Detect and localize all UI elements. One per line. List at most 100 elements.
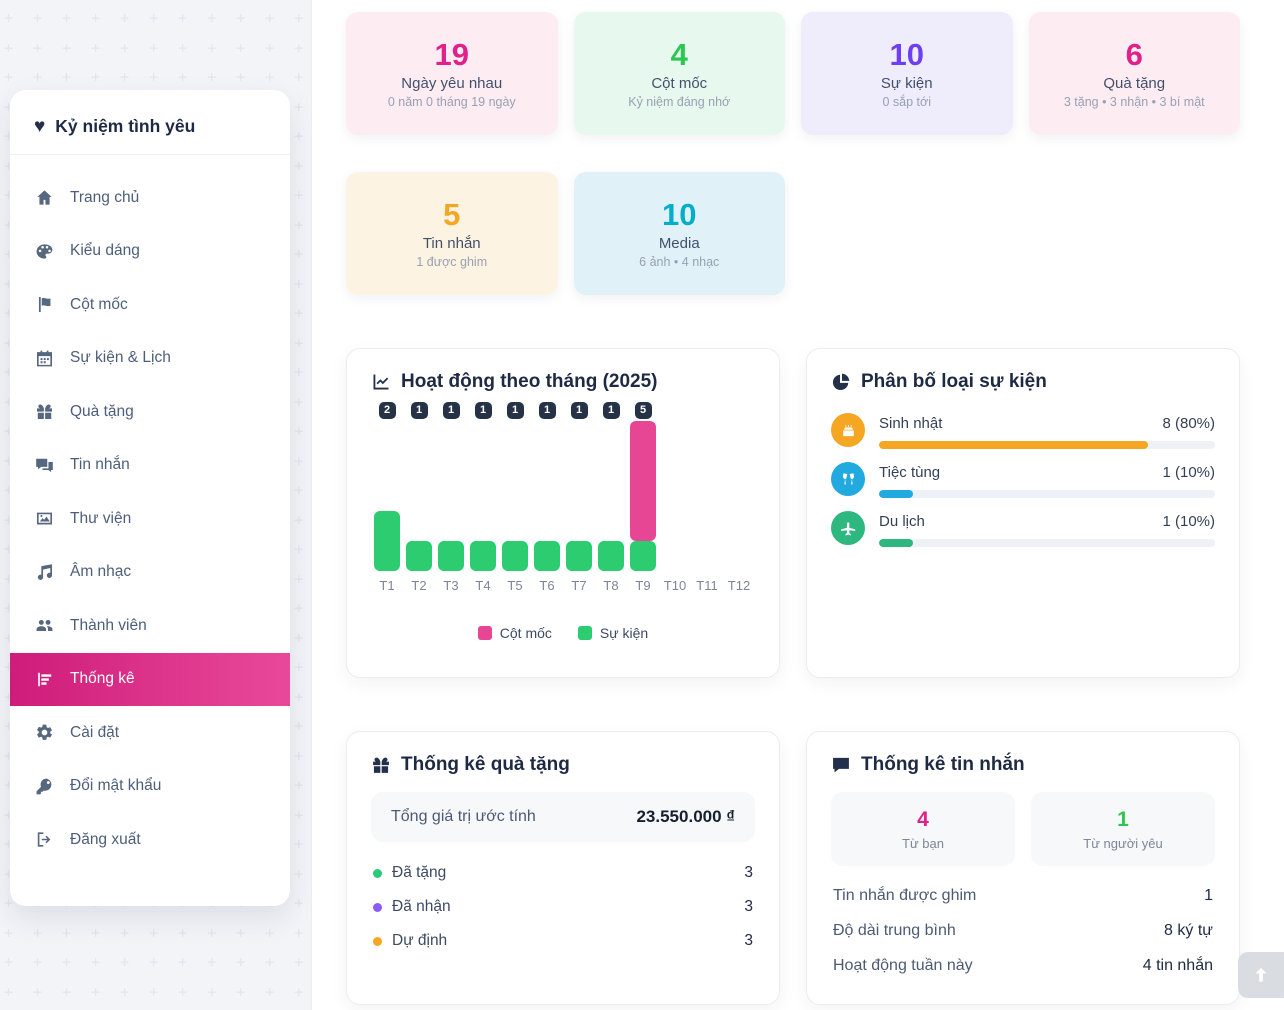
gift-stats-panel: Thống kê quà tặng Tổng giá trị ước tính … <box>346 731 780 1005</box>
bar-total-badge: 1 <box>474 401 492 419</box>
bar-slot-T10: T10 <box>659 399 691 593</box>
event-type-label: Du lịch <box>879 513 925 530</box>
sidebar-item-thu-vien[interactable]: Thư viện <box>10 492 290 546</box>
message-detail-rows: Tin nhắn được ghim 1 Độ dài trung bình 8… <box>831 878 1215 983</box>
purple-dot <box>373 902 382 912</box>
sidebar-item-kieu-dang[interactable]: Kiểu dáng <box>10 225 290 279</box>
legend-label: Cột mốc <box>499 625 552 641</box>
gift-items: Đã tặng 3 Đã nhận 3 Dự định 3 <box>371 856 755 958</box>
cheers-icon <box>831 462 865 496</box>
legend-swatch <box>477 626 492 640</box>
home-icon <box>35 188 55 208</box>
stat-label: Sự kiện <box>880 75 933 93</box>
x-axis-label: T9 <box>635 578 651 593</box>
bar-total-badge: 1 <box>538 401 556 419</box>
stat-sub: 3 tặng • 3 nhận • 3 bí mật <box>1063 95 1205 110</box>
gift-item-received: Đã nhận 3 <box>371 890 755 924</box>
key-icon <box>35 776 55 796</box>
bar-slot-T7: 1 T7 <box>563 399 595 593</box>
calendar-icon <box>35 348 55 368</box>
chart-line-icon <box>373 374 389 390</box>
bar-total-badge: 1 <box>602 401 620 419</box>
sidebar-item-label: Kiểu dáng <box>70 242 140 260</box>
legend-item-event: Sự kiện <box>577 625 649 641</box>
bar-total-badge: 1 <box>506 401 524 419</box>
comments-icon <box>35 455 55 475</box>
stat-sub: 0 sắp tới <box>882 95 932 110</box>
sidebar-item-label: Quà tặng <box>70 402 134 420</box>
sidebar-item-doi-mat-khau[interactable]: Đổi mật khẩu <box>10 760 290 814</box>
legend-label: Sự kiện <box>599 625 649 641</box>
x-axis-label: T1 <box>379 578 395 593</box>
gift-item-value: 3 <box>744 864 753 881</box>
sidebar-item-thong-ke[interactable]: Thống kê <box>10 652 290 706</box>
bar-segment-event <box>470 541 496 571</box>
gift-total-label: Tổng giá trị ước tính <box>391 808 536 825</box>
event-type-value: 1 (10%) <box>1162 464 1215 481</box>
event-type-value: 8 (80%) <box>1162 415 1215 432</box>
stat-label: Quà tặng <box>1103 75 1166 93</box>
bar-slot-T2: 1 T2 <box>403 399 435 593</box>
gift-item-value: 3 <box>744 932 753 949</box>
progress-fill <box>879 441 1148 449</box>
sidebar-item-am-nhac[interactable]: Âm nhạc <box>10 546 290 600</box>
bar-total-badge: 1 <box>410 401 428 419</box>
bar-segment-event <box>374 511 400 571</box>
stat-sub: 6 ảnh • 4 nhạc <box>639 255 720 270</box>
orange-dot <box>373 936 382 946</box>
bar-segment-event <box>566 541 592 571</box>
legend-swatch <box>577 626 592 640</box>
bar-slot-T8: 1 T8 <box>595 399 627 593</box>
event-type-row-birthday: Sinh nhật 8 (80%) <box>831 413 1215 449</box>
sidebar-item-tin-nhan[interactable]: Tin nhắn <box>10 439 290 493</box>
messages-from-lover-card: 1 Từ người yêu <box>1031 792 1215 866</box>
sidebar-item-label: Sự kiện & Lịch <box>70 349 171 367</box>
sidebar-item-label: Âm nhạc <box>70 563 132 581</box>
stat-value: 19 <box>434 36 469 72</box>
bar-slot-T5: 1 T5 <box>499 399 531 593</box>
average-length-row: Độ dài trung bình 8 ký tự <box>833 921 1213 939</box>
monthly-activity-panel: Hoạt động theo tháng (2025) 2 T1 1 T2 1 T3 1 T4… <box>346 348 780 678</box>
stat-label: Ngày yêu nhau <box>401 75 503 93</box>
sidebar-item-cot-moc[interactable]: Cột mốc <box>10 278 290 332</box>
stat-card-days-in-love: 19 Ngày yêu nhau 0 năm 0 tháng 19 ngày <box>346 12 558 135</box>
stat-value: 5 <box>443 196 461 232</box>
stat-cards: 19 Ngày yêu nhau 0 năm 0 tháng 19 ngày 4… <box>346 12 1240 295</box>
sidebar-item-trang-chu[interactable]: Trang chủ <box>10 171 290 225</box>
sidebar-item-su-kien-lich[interactable]: Sự kiện & Lịch <box>10 332 290 386</box>
messages-from-you-card: 4 Từ bạn <box>831 792 1015 866</box>
chart-bar-icon <box>35 669 55 689</box>
stat-label: Tin nhắn <box>422 235 481 253</box>
sidebar-item-thanh-vien[interactable]: Thành viên <box>10 599 290 653</box>
sign-out-icon <box>35 830 55 850</box>
event-type-label: Sinh nhật <box>879 415 943 432</box>
sidebar-item-label: Đổi mật khẩu <box>70 777 162 795</box>
stat-value: 10 <box>889 36 924 72</box>
scroll-to-top-button[interactable] <box>1238 952 1284 998</box>
mini-card-label: Từ người yêu <box>1083 835 1163 851</box>
bar-slot-T11: T11 <box>691 399 723 593</box>
legend-item-milestone: Cột mốc <box>477 625 552 641</box>
stat-card-gifts: 6 Quà tặng 3 tặng • 3 nhận • 3 bí mật <box>1028 12 1240 135</box>
sidebar-item-label: Đăng xuất <box>70 830 141 848</box>
pinned-messages-row: Tin nhắn được ghim 1 <box>833 886 1213 904</box>
sidebar-item-qua-tang[interactable]: Quà tặng <box>10 385 290 439</box>
gift-total-value: 23.550.000 ₫ <box>636 807 735 826</box>
gift-icon <box>35 402 55 422</box>
stat-sub: 1 được ghim <box>416 255 488 270</box>
images-icon <box>35 509 55 529</box>
message-mini-cards: 4 Từ bạn 1 Từ người yêu <box>831 792 1215 866</box>
x-axis-label: T2 <box>411 578 427 593</box>
gift-total-row: Tổng giá trị ước tính 23.550.000 ₫ <box>371 792 755 842</box>
gift-item-label: Dự định <box>392 932 448 949</box>
gift-item-value: 3 <box>744 898 753 915</box>
sidebar-item-dang-xuat[interactable]: Đăng xuất <box>10 813 290 867</box>
sidebar-nav: Trang chủ Kiểu dáng Cột mốc Sự kiện & Lị… <box>10 155 290 867</box>
stat-card-milestones: 4 Cột mốc Kỷ niệm đáng nhớ <box>573 12 785 135</box>
sidebar-item-cai-dat[interactable]: Cài đặt <box>10 706 290 760</box>
bar-slot-T9: 5 T9 <box>627 399 659 593</box>
sidebar-item-label: Cột mốc <box>70 295 128 313</box>
x-axis-label: T3 <box>443 578 459 593</box>
message-stats-title: Thống kê tin nhắn <box>831 754 1215 776</box>
main-content: 19 Ngày yêu nhau 0 năm 0 tháng 19 ngày 4… <box>312 0 1284 1010</box>
